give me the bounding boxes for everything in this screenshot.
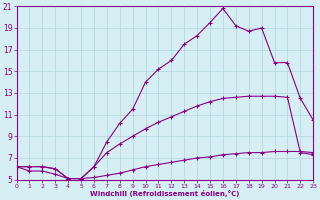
X-axis label: Windchill (Refroidissement éolien,°C): Windchill (Refroidissement éolien,°C) (90, 190, 240, 197)
